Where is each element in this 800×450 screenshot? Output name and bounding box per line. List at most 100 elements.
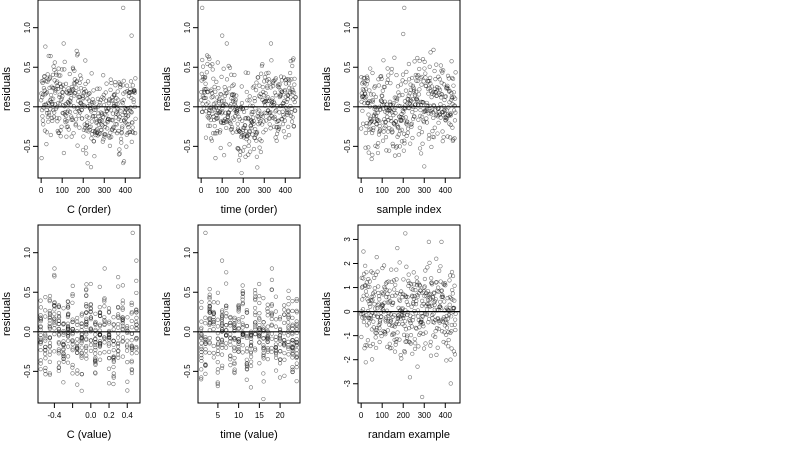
data-point bbox=[80, 102, 85, 107]
data-point bbox=[234, 109, 240, 114]
data-point bbox=[389, 118, 394, 124]
data-point bbox=[397, 260, 402, 265]
data-point bbox=[363, 91, 368, 97]
data-point bbox=[250, 103, 255, 109]
data-point bbox=[124, 83, 130, 88]
data-point bbox=[418, 107, 423, 113]
data-point bbox=[83, 81, 88, 87]
data-point bbox=[235, 121, 240, 126]
data-point bbox=[431, 311, 436, 316]
data-point bbox=[286, 320, 291, 325]
data-point bbox=[207, 310, 212, 315]
data-point bbox=[401, 31, 406, 37]
data-point bbox=[98, 117, 103, 122]
data-point bbox=[39, 156, 44, 161]
data-point bbox=[79, 76, 84, 81]
data-point bbox=[433, 77, 438, 82]
x-tick-label: -0.4 bbox=[47, 411, 61, 420]
data-point bbox=[88, 315, 93, 320]
data-point bbox=[74, 329, 80, 334]
x-tick-label: 200 bbox=[237, 186, 251, 195]
data-point bbox=[93, 351, 98, 356]
data-point bbox=[224, 41, 229, 46]
data-point bbox=[70, 332, 75, 337]
data-point bbox=[277, 335, 283, 340]
data-point bbox=[84, 344, 89, 349]
data-point bbox=[219, 318, 224, 324]
data-point bbox=[76, 89, 81, 95]
data-point bbox=[427, 292, 432, 297]
data-point bbox=[116, 340, 121, 346]
data-point bbox=[292, 90, 297, 95]
data-point bbox=[224, 77, 230, 82]
data-point bbox=[120, 305, 125, 311]
data-point bbox=[452, 352, 458, 357]
data-point bbox=[386, 279, 391, 284]
data-point bbox=[416, 103, 421, 108]
data-point bbox=[369, 119, 374, 124]
data-point bbox=[47, 340, 53, 346]
data-point bbox=[400, 72, 406, 77]
data-point bbox=[93, 357, 98, 362]
data-point bbox=[421, 324, 426, 329]
data-point bbox=[439, 92, 445, 97]
data-point bbox=[294, 298, 299, 303]
data-point bbox=[84, 287, 89, 292]
data-point bbox=[290, 322, 295, 327]
data-point bbox=[294, 365, 299, 370]
data-point bbox=[88, 310, 93, 315]
data-point bbox=[249, 334, 254, 339]
data-point bbox=[292, 82, 297, 87]
data-point bbox=[244, 349, 249, 354]
data-point bbox=[445, 321, 450, 326]
data-point bbox=[364, 313, 369, 318]
data-point bbox=[47, 293, 53, 299]
data-point bbox=[128, 105, 133, 110]
data-point bbox=[240, 289, 245, 294]
data-point bbox=[75, 341, 80, 346]
data-point bbox=[444, 313, 449, 319]
data-point bbox=[129, 360, 134, 365]
data-point bbox=[105, 106, 110, 111]
y-tick-label: 0.0 bbox=[183, 101, 192, 113]
data-point bbox=[453, 110, 458, 115]
data-point bbox=[65, 305, 71, 310]
data-point bbox=[56, 368, 61, 374]
data-point bbox=[97, 322, 103, 327]
data-point bbox=[421, 331, 426, 336]
data-point bbox=[75, 368, 80, 373]
data-point bbox=[371, 125, 376, 131]
data-point bbox=[386, 311, 391, 316]
data-point bbox=[432, 103, 437, 109]
data-point bbox=[78, 86, 83, 91]
data-point bbox=[61, 330, 66, 335]
y-tick-label: 1 bbox=[343, 285, 352, 290]
data-point bbox=[245, 346, 250, 351]
data-point bbox=[405, 101, 410, 106]
data-point bbox=[434, 93, 439, 98]
data-point bbox=[401, 277, 406, 282]
data-point bbox=[207, 316, 212, 322]
data-point bbox=[245, 98, 250, 103]
data-point bbox=[434, 352, 439, 358]
y-tick-label: -0.5 bbox=[343, 139, 352, 153]
data-point bbox=[92, 154, 97, 159]
data-point bbox=[371, 319, 376, 324]
data-point bbox=[382, 300, 387, 305]
data-point bbox=[419, 82, 424, 87]
data-point bbox=[84, 293, 89, 298]
x-tick-label: 100 bbox=[376, 411, 390, 420]
data-point bbox=[242, 144, 247, 150]
data-point bbox=[252, 305, 258, 311]
data-point bbox=[281, 100, 286, 106]
data-point bbox=[120, 83, 126, 88]
data-point bbox=[407, 375, 413, 380]
data-point bbox=[61, 87, 67, 92]
data-point bbox=[387, 341, 392, 346]
data-point bbox=[453, 96, 458, 101]
data-point bbox=[125, 324, 130, 329]
data-point bbox=[410, 135, 415, 141]
data-point bbox=[219, 74, 224, 80]
data-point bbox=[286, 302, 291, 307]
data-point bbox=[43, 338, 48, 343]
